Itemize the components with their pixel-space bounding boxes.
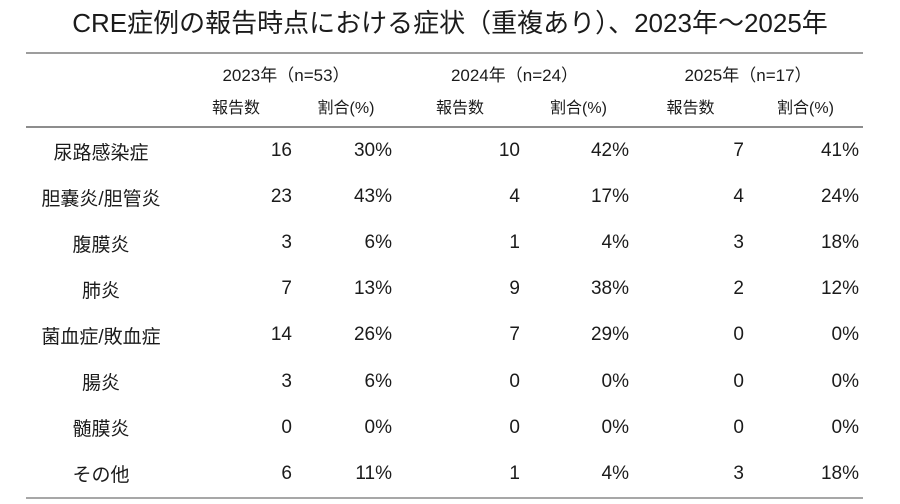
pct-cell-2023: 0% [364, 416, 392, 438]
pct-cell-2025: 0% [831, 416, 859, 438]
pct-cell-2024: 0% [601, 416, 629, 438]
year-header-row: 2023年（n=53） 2024年（n=24） 2025年（n=17） [26, 57, 863, 89]
pct-cell-2023: 43% [353, 186, 392, 208]
symptom-label: 胆嚢炎/胆管炎 [41, 188, 161, 210]
pct-cell-2023: 13% [353, 278, 392, 300]
count-cell-2024: 4 [509, 186, 520, 208]
count-cell-2024: 10 [498, 140, 520, 162]
count-cell-2023: 0 [281, 416, 292, 438]
count-cell-2025: 4 [733, 186, 744, 208]
count-cell-2025: 3 [733, 232, 744, 254]
count-cell-2024: 7 [509, 324, 520, 346]
count-cell-2025: 2 [733, 278, 744, 300]
count-cell-2024: 1 [509, 232, 520, 254]
year-header-2023: 2023年（n=53） [222, 65, 350, 85]
count-cell-2023: 3 [281, 232, 292, 254]
symptom-label: 腹膜炎 [72, 234, 130, 256]
count-header-2024: 報告数 [435, 100, 484, 117]
divider-bottom [26, 497, 863, 499]
year-header-2024: 2024年（n=24） [450, 65, 579, 85]
symptom-label: 髄膜炎 [72, 419, 130, 441]
pct-cell-2025: 12% [820, 278, 859, 300]
pct-header-2024: 割合(%) [550, 100, 607, 117]
count-cell-2024: 0 [509, 416, 520, 438]
year-header-2025: 2025年（n=17） [684, 65, 812, 85]
symptom-label: その他 [72, 465, 130, 487]
count-cell-2023: 23 [270, 186, 292, 208]
table-body: 尿路感染症 16 30% 10 42% 7 41% 胆嚢炎/胆管炎 23 43%… [26, 128, 863, 497]
pct-cell-2025: 18% [820, 462, 859, 484]
pct-cell-2023: 30% [353, 140, 392, 162]
count-cell-2025: 7 [733, 140, 744, 162]
corner-spacer [26, 57, 176, 89]
count-cell-2023: 14 [270, 324, 292, 346]
pct-cell-2025: 24% [820, 186, 859, 208]
table-title: CRE症例の報告時点における症状（重複あり）、2023年～2025年 [72, 8, 828, 38]
count-cell-2025: 0 [733, 416, 744, 438]
count-cell-2025: 0 [733, 370, 744, 392]
pct-cell-2024: 4% [601, 232, 629, 254]
corner-spacer [26, 90, 176, 122]
pct-cell-2024: 29% [590, 324, 629, 346]
count-cell-2023: 6 [281, 462, 292, 484]
pct-cell-2024: 0% [601, 370, 629, 392]
pct-cell-2023: 6% [364, 232, 392, 254]
count-cell-2025: 3 [733, 462, 744, 484]
pct-header-2023: 割合(%) [317, 100, 375, 117]
count-header-2025: 報告数 [666, 100, 715, 117]
pct-cell-2025: 0% [831, 324, 859, 346]
symptom-label: 腸炎 [81, 373, 120, 395]
pct-cell-2024: 42% [590, 140, 629, 162]
pct-cell-2023: 6% [364, 370, 392, 392]
divider-header [26, 126, 863, 128]
pct-cell-2023: 26% [353, 324, 392, 346]
count-cell-2024: 9 [509, 278, 520, 300]
count-cell-2023: 3 [281, 370, 292, 392]
symptom-label: 肺炎 [81, 280, 120, 302]
sub-header-row: 報告数 割合(%) 報告数 割合(%) 報告数 割合(%) [26, 90, 863, 122]
pct-cell-2024: 17% [590, 186, 629, 208]
count-cell-2023: 16 [270, 140, 292, 162]
count-cell-2024: 1 [509, 462, 520, 484]
pct-cell-2025: 0% [831, 370, 859, 392]
count-cell-2023: 7 [281, 278, 292, 300]
symptom-label: 菌血症/敗血症 [41, 326, 161, 348]
count-header-2023: 報告数 [211, 100, 260, 117]
count-cell-2024: 0 [509, 370, 520, 392]
symptom-label: 尿路感染症 [53, 142, 149, 164]
pct-cell-2025: 18% [820, 232, 859, 254]
pct-cell-2025: 41% [820, 140, 859, 162]
pct-cell-2024: 4% [601, 462, 629, 484]
divider-top [26, 52, 863, 54]
pct-cell-2023: 11% [355, 462, 392, 484]
pct-header-2025: 割合(%) [777, 100, 834, 117]
pct-cell-2024: 38% [590, 278, 629, 300]
count-cell-2025: 0 [733, 324, 744, 346]
